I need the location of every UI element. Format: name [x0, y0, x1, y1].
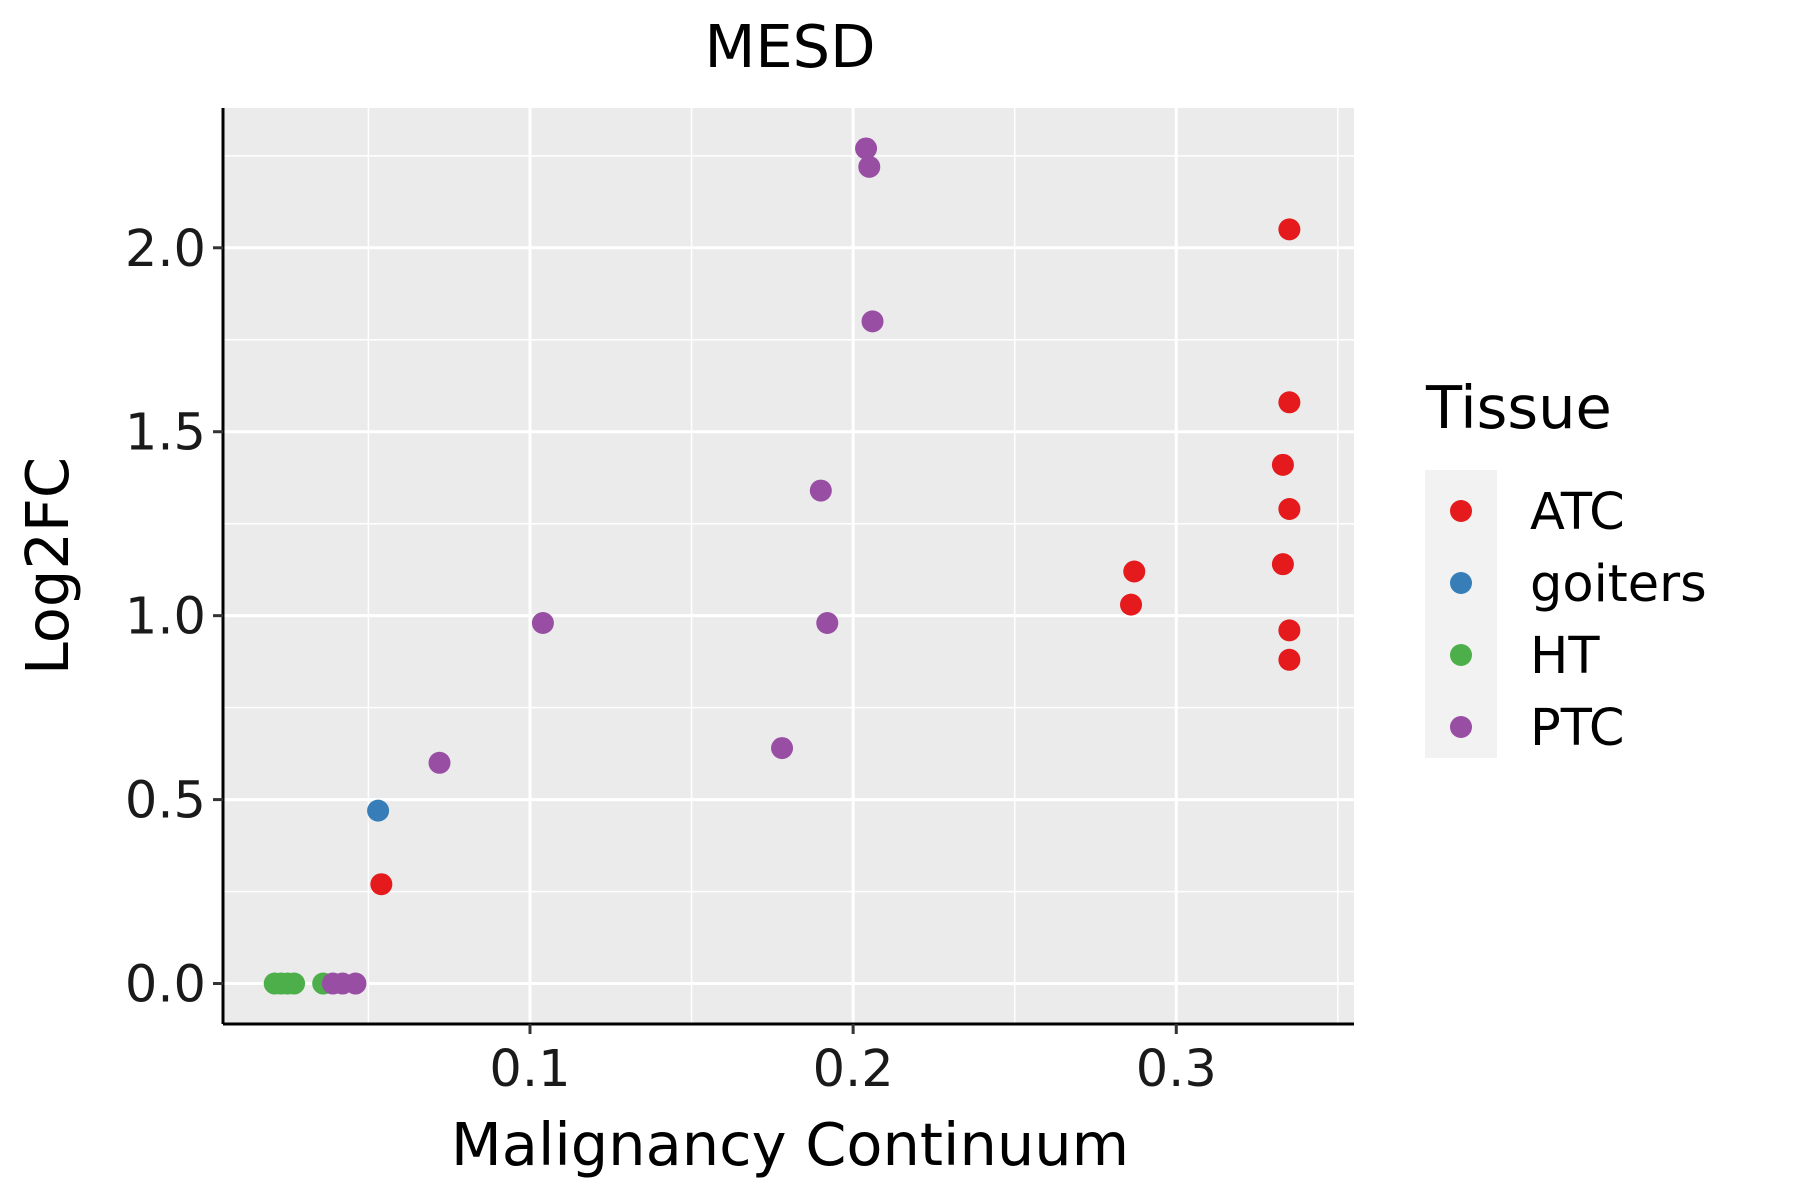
point-atc [1271, 453, 1294, 476]
y-tick-label: 1.5 [125, 404, 206, 463]
point-atc [1271, 553, 1294, 576]
legend-label-ptc: PTC [1530, 699, 1625, 758]
x-tick-label: 0.3 [1136, 1040, 1217, 1099]
legend-key-ptc [1450, 716, 1472, 738]
point-ptc [428, 751, 451, 774]
point-ptc [816, 612, 839, 635]
y-tick-label: 1.0 [125, 588, 206, 647]
legend-key-atc [1450, 500, 1472, 522]
point-ptc [809, 479, 832, 502]
point-ptc [855, 137, 878, 160]
legend-key-goiters [1450, 572, 1472, 594]
legend-label-atc: ATC [1530, 483, 1625, 542]
major-gridlines [223, 108, 1354, 1024]
chart-title: MESD [704, 12, 875, 81]
point-atc [1278, 391, 1301, 414]
y-axis-ticks: 0.0 0.5 1.0 1.5 2.0 [125, 220, 223, 1015]
y-tick-label: 0.0 [125, 956, 206, 1015]
x-tick-label: 0.1 [489, 1040, 570, 1099]
legend-label-goiters: goiters [1530, 555, 1707, 614]
x-axis-title: Malignancy Continuum [451, 1110, 1129, 1179]
legend-label-ht: HT [1530, 627, 1600, 686]
point-ptc [531, 612, 554, 635]
point-ht [283, 972, 306, 995]
legend-title: Tissue [1425, 373, 1612, 442]
legend-items: ATC goiters HT PTC [1450, 483, 1707, 758]
point-ptc [861, 310, 884, 333]
point-atc [1123, 560, 1146, 583]
legend: Tissue ATC goiters HT PTC [1425, 373, 1707, 758]
legend-key-ht [1450, 644, 1472, 666]
plot-panel [223, 108, 1354, 1024]
data-points [263, 137, 1301, 995]
point-atc [1278, 648, 1301, 671]
x-axis-ticks: 0.1 0.2 0.3 [489, 1024, 1217, 1099]
point-atc [1278, 218, 1301, 241]
y-tick-label: 2.0 [125, 220, 206, 279]
point-ptc [771, 737, 794, 760]
point-atc [370, 873, 393, 896]
minor-gridlines [223, 108, 1354, 1024]
point-ptc [344, 972, 367, 995]
x-tick-label: 0.2 [813, 1040, 894, 1099]
point-atc [1120, 593, 1143, 616]
y-tick-label: 0.5 [125, 772, 206, 831]
point-atc [1278, 619, 1301, 642]
point-ptc [858, 155, 881, 178]
y-axis-title: Log2FC [13, 457, 82, 675]
point-goiters [367, 799, 390, 822]
point-atc [1278, 497, 1301, 520]
